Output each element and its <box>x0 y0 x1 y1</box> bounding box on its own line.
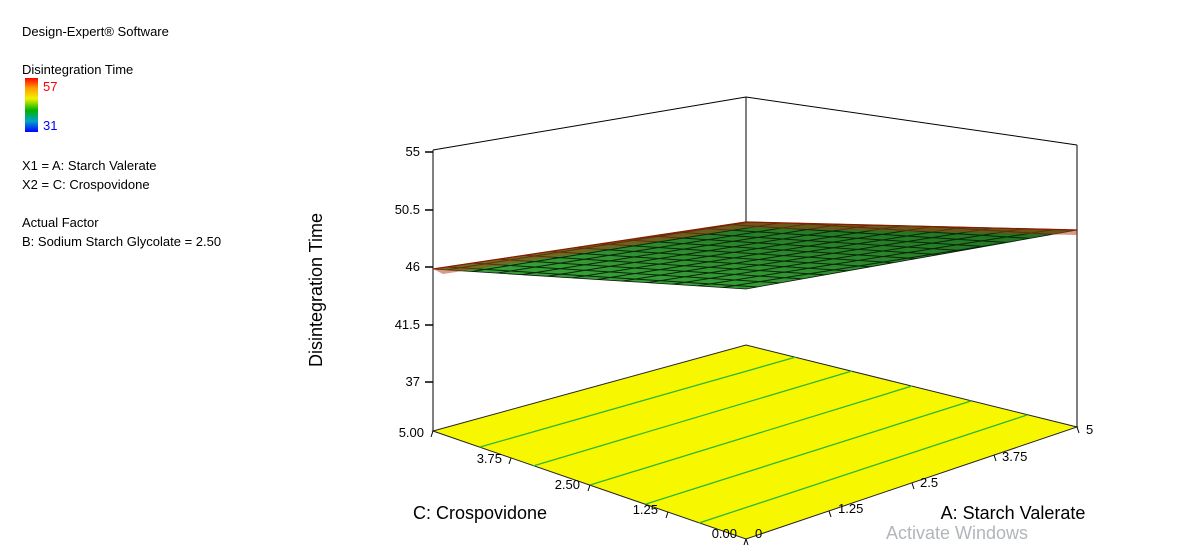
surface-back-edge <box>432 221 1078 270</box>
z-axis-ticks <box>425 151 433 383</box>
z-tick-41-5: 41.5 <box>395 317 420 332</box>
legend-gradient-bar <box>25 78 38 132</box>
c-tick-3-75: 3.75 <box>477 451 502 466</box>
legend-title: Disintegration Time <box>22 62 134 77</box>
box-top-left-edge <box>432 96 747 151</box>
a-tick-5: 5 <box>1086 422 1093 437</box>
c-axis-title: C: Crospovidone <box>413 503 547 523</box>
z-tick-46: 46 <box>406 259 420 274</box>
box-top-right-edge <box>745 96 1078 146</box>
c-tick-0-00: 0.00 <box>712 526 737 541</box>
a-axis-ticks <box>745 426 1080 546</box>
legend-max-value: 57 <box>43 79 58 94</box>
c-axis-labels: 5.00 3.75 2.50 1.25 0.00 <box>399 425 737 541</box>
a-axis-labels: 0 1.25 2.5 3.75 5 <box>755 422 1093 541</box>
legend-min-value: 31 <box>43 118 58 133</box>
surface-mesh-lines-c <box>433 222 1077 289</box>
a-axis-title: A: Starch Valerate <box>941 503 1086 523</box>
z-tick-50-5: 50.5 <box>395 202 420 217</box>
a-tick-2-5: 2.5 <box>920 475 938 490</box>
c-axis-ticks <box>430 430 747 546</box>
actual-factor-value: B: Sodium Starch Glycolate = 2.50 <box>22 234 222 249</box>
x1-factor-label: X1 = A: Starch Valerate <box>22 158 157 173</box>
axis-box <box>432 96 1078 431</box>
z-axis-title: Disintegration Time <box>306 213 326 367</box>
actual-factor-heading: Actual Factor <box>22 215 99 230</box>
a-tick-1-25: 1.25 <box>838 501 863 516</box>
app-title: Design-Expert® Software <box>22 24 169 39</box>
response-surface <box>432 221 1078 290</box>
z-tick-55: 55 <box>406 144 420 159</box>
a-tick-0: 0 <box>755 526 762 541</box>
z-axis-labels: 55 50.5 46 41.5 37 <box>395 144 420 389</box>
c-tick-5-00: 5.00 <box>399 425 424 440</box>
z-tick-37: 37 <box>406 374 420 389</box>
c-tick-2-50: 2.50 <box>555 477 580 492</box>
x2-factor-label: X2 = C: Crospovidone <box>22 177 150 192</box>
activate-windows-watermark: Activate Windows <box>886 523 1029 543</box>
floor-contour-lines <box>479 356 1028 524</box>
c-tick-1-25: 1.25 <box>633 502 658 517</box>
a-tick-3-75: 3.75 <box>1002 449 1027 464</box>
